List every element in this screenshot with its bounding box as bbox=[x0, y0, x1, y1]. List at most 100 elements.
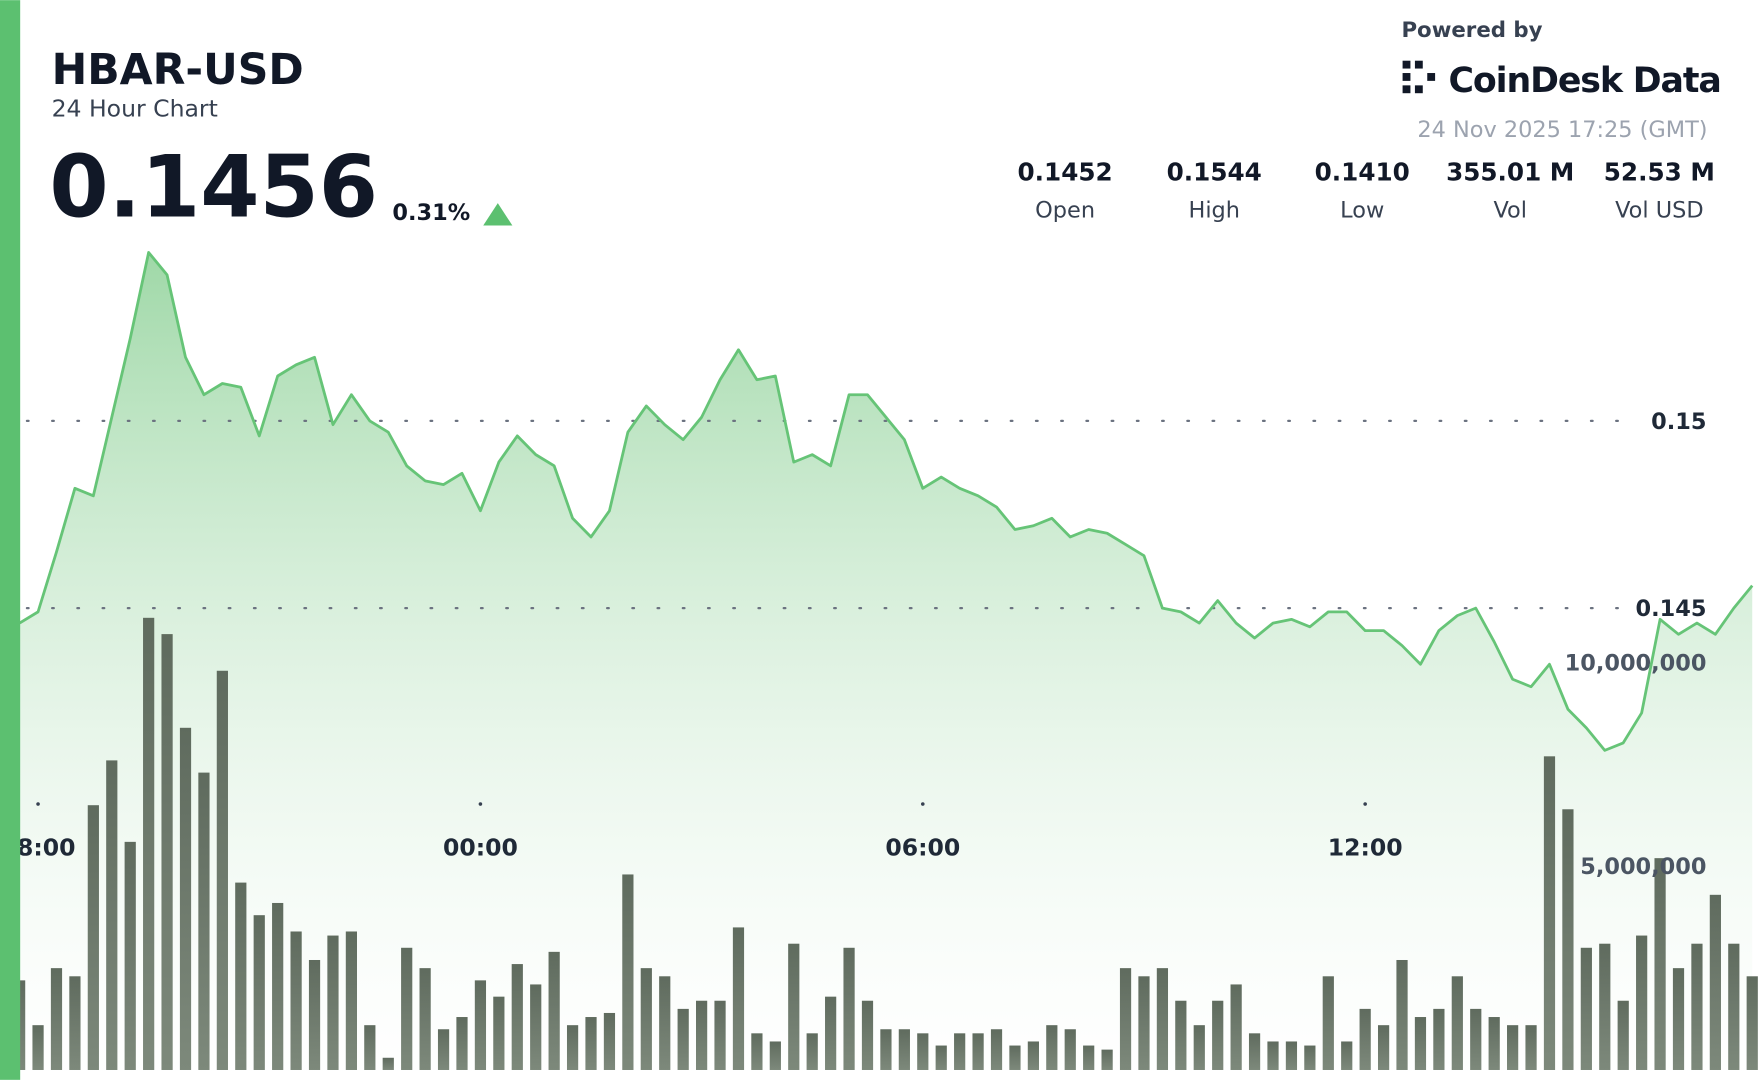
volume-bar bbox=[935, 1045, 947, 1070]
volume-bar bbox=[1654, 858, 1666, 1070]
accent-bar bbox=[0, 0, 21, 1080]
price-area bbox=[19, 252, 1753, 1080]
volume-bar bbox=[1543, 756, 1556, 1070]
volume-bar bbox=[751, 1033, 763, 1070]
volume-bar bbox=[106, 760, 118, 1070]
volume-bar bbox=[216, 670, 228, 1070]
up-arrow bbox=[483, 203, 513, 226]
volume-bar bbox=[1691, 943, 1703, 1070]
volume-bar bbox=[585, 1017, 597, 1070]
change: 0.31% bbox=[392, 200, 470, 226]
volume-bar bbox=[1119, 968, 1132, 1070]
volume-bar bbox=[1451, 976, 1463, 1070]
volume-bar bbox=[32, 1025, 44, 1070]
brand-logo bbox=[1402, 60, 1436, 94]
volume-bar bbox=[1322, 976, 1334, 1070]
volume-bar bbox=[1396, 959, 1408, 1070]
volume-bar bbox=[364, 1025, 376, 1070]
volume-layer bbox=[14, 617, 1758, 1070]
volume-bar bbox=[1193, 1025, 1205, 1070]
volume-bar bbox=[843, 947, 855, 1070]
volume-bar bbox=[327, 935, 339, 1070]
volume-bar bbox=[179, 727, 192, 1070]
volume-bar bbox=[345, 931, 358, 1070]
volume-bar bbox=[861, 1000, 874, 1070]
volume-bar bbox=[1470, 1008, 1482, 1070]
volume-bar bbox=[1414, 1017, 1427, 1070]
volume-bar bbox=[1672, 968, 1685, 1070]
volume-bar bbox=[1636, 935, 1648, 1070]
volume-bar bbox=[1138, 976, 1150, 1070]
price-line bbox=[18, 251, 1754, 752]
volume-bar bbox=[917, 1033, 929, 1070]
volume-bar bbox=[1304, 1045, 1316, 1070]
volume-bar bbox=[511, 964, 523, 1070]
volume-bar bbox=[1083, 1045, 1095, 1070]
stat-value: 0.1544 bbox=[1167, 158, 1262, 187]
volume-bar bbox=[1212, 1000, 1224, 1070]
volume-bar bbox=[1580, 947, 1592, 1070]
volume-bar bbox=[1341, 1041, 1353, 1070]
volume-bar bbox=[1156, 968, 1169, 1070]
volume-bar bbox=[253, 915, 265, 1070]
stat-value: 355.01 M bbox=[1446, 158, 1574, 187]
volume-bar bbox=[898, 1029, 910, 1070]
x-tick-dot bbox=[36, 802, 40, 806]
volume-bar bbox=[198, 772, 210, 1070]
volume-bar bbox=[272, 902, 284, 1070]
volume-bar bbox=[1248, 1033, 1261, 1070]
x-tick-dot bbox=[478, 802, 483, 806]
volume-bar bbox=[1709, 894, 1721, 1070]
volume-bar bbox=[640, 968, 652, 1070]
volume-bar bbox=[1599, 943, 1611, 1070]
volume-bar bbox=[143, 617, 155, 1070]
volume-bar bbox=[456, 1017, 468, 1070]
volume-bar bbox=[493, 996, 505, 1070]
volume-bar bbox=[732, 927, 745, 1070]
stat-label: Low bbox=[1340, 198, 1384, 224]
volume-bar bbox=[290, 931, 302, 1070]
volume-bar bbox=[622, 874, 634, 1070]
volume-bar bbox=[1377, 1025, 1390, 1070]
volume-bar bbox=[880, 1029, 892, 1070]
volume-bar bbox=[419, 968, 431, 1070]
stat-value: 0.1410 bbox=[1315, 158, 1410, 187]
volume-bar bbox=[1617, 1000, 1629, 1070]
volume-bar bbox=[69, 976, 81, 1070]
volume-bar bbox=[382, 1057, 394, 1070]
stat-label: Vol bbox=[1493, 198, 1527, 224]
volume-bar bbox=[161, 634, 173, 1070]
brand: CoinDesk Data bbox=[1449, 61, 1721, 101]
volume-bar bbox=[308, 959, 321, 1070]
volume-bar bbox=[1433, 1008, 1445, 1070]
stat-label: Vol USD bbox=[1615, 198, 1704, 224]
volume-bar bbox=[1267, 1041, 1279, 1070]
volume-bar bbox=[1562, 809, 1574, 1070]
volume-bar bbox=[1525, 1025, 1537, 1070]
volume-bar bbox=[1027, 1041, 1039, 1070]
stats: 0.1452 Open 0.1544 High 0.1410 Low 355.01 M Vol… bbox=[1018, 158, 1715, 224]
x-tick-label: 12:00 bbox=[1328, 834, 1403, 862]
line-layer bbox=[18, 251, 1754, 752]
volume-bar bbox=[1746, 976, 1758, 1070]
powered-by: Powered by bbox=[1401, 18, 1542, 43]
volume-bar bbox=[788, 943, 800, 1070]
volume-bar bbox=[990, 1029, 1003, 1070]
volume-bar bbox=[1230, 984, 1242, 1070]
x-tick-label: 06:00 bbox=[885, 834, 960, 862]
x-tick-dot bbox=[920, 802, 925, 806]
header: HBAR-USD 24 Hour Chart 0.1456 0.31% Powe… bbox=[49, 18, 1721, 238]
price: 0.1456 bbox=[49, 139, 378, 238]
stat-value: 0.1452 bbox=[1018, 158, 1113, 187]
volume-bar bbox=[677, 1008, 689, 1070]
stat-label: Open bbox=[1035, 198, 1095, 224]
volume-bar bbox=[1488, 1017, 1500, 1070]
volume-bar bbox=[954, 1033, 966, 1070]
volume-bar bbox=[972, 1033, 984, 1070]
volume-bar bbox=[1359, 1008, 1371, 1070]
timestamp: 24 Nov 2025 17:25 (GMT) bbox=[1417, 117, 1707, 143]
volume-bar bbox=[1009, 1045, 1021, 1070]
